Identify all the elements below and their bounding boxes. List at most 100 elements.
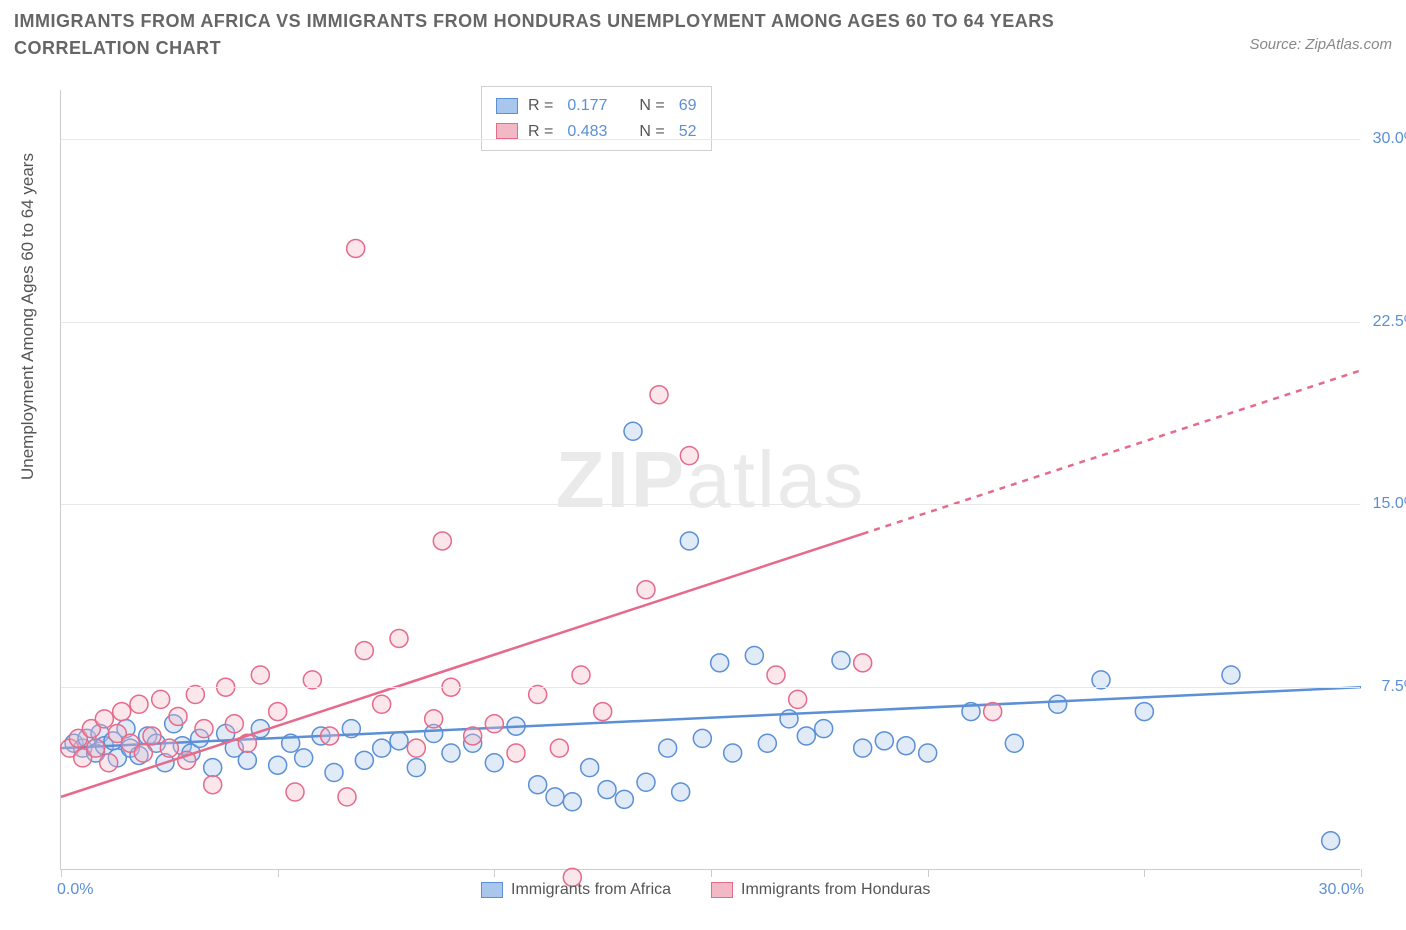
data-point — [355, 751, 373, 769]
data-point — [269, 756, 287, 774]
data-point — [407, 739, 425, 757]
data-point — [854, 654, 872, 672]
data-point — [134, 744, 152, 762]
data-point — [745, 647, 763, 665]
swatch-africa-icon — [481, 882, 503, 898]
data-point — [1005, 734, 1023, 752]
gridline — [61, 504, 1360, 505]
data-point — [1092, 671, 1110, 689]
data-point — [832, 651, 850, 669]
x-tick — [1361, 869, 1362, 877]
data-point — [95, 710, 113, 728]
data-point — [1135, 703, 1153, 721]
data-point — [143, 727, 161, 745]
y-tick-label: 15.0% — [1373, 495, 1406, 513]
data-point — [442, 744, 460, 762]
data-point — [152, 690, 170, 708]
data-point — [650, 386, 668, 404]
data-point — [464, 727, 482, 745]
swatch-honduras-icon — [711, 882, 733, 898]
data-point — [637, 581, 655, 599]
data-point — [1322, 832, 1340, 850]
data-point — [160, 739, 178, 757]
data-point — [485, 754, 503, 772]
data-point — [797, 727, 815, 745]
data-point — [680, 532, 698, 550]
data-point — [875, 732, 893, 750]
data-point — [815, 720, 833, 738]
data-point — [693, 729, 711, 747]
data-point — [303, 671, 321, 689]
data-point — [355, 642, 373, 660]
x-tick — [494, 869, 495, 877]
data-point — [724, 744, 742, 762]
data-point — [789, 690, 807, 708]
data-point — [373, 695, 391, 713]
data-point — [113, 703, 131, 721]
data-point — [321, 727, 339, 745]
data-point — [390, 732, 408, 750]
data-point — [680, 447, 698, 465]
data-point — [572, 666, 590, 684]
data-point — [507, 744, 525, 762]
data-point — [897, 737, 915, 755]
y-tick-label: 7.5% — [1382, 678, 1406, 696]
data-point — [919, 744, 937, 762]
data-point — [485, 715, 503, 733]
data-point — [87, 739, 105, 757]
y-axis-label: Unemployment Among Ages 60 to 64 years — [18, 153, 38, 480]
data-point — [659, 739, 677, 757]
data-point — [433, 532, 451, 550]
data-point — [711, 654, 729, 672]
data-point — [204, 776, 222, 794]
legend-series: Immigrants from Africa Immigrants from H… — [481, 881, 930, 899]
x-tick — [928, 869, 929, 877]
gridline — [61, 322, 1360, 323]
data-point — [672, 783, 690, 801]
data-point — [425, 710, 443, 728]
scatter-svg — [61, 90, 1361, 870]
x-tick — [711, 869, 712, 877]
y-tick-label: 30.0% — [1373, 130, 1406, 148]
x-tick — [1144, 869, 1145, 877]
gridline — [61, 139, 1360, 140]
data-point — [984, 703, 1002, 721]
gridline — [61, 687, 1360, 688]
data-point — [758, 734, 776, 752]
x-tick — [278, 869, 279, 877]
data-point — [195, 720, 213, 738]
trend-line-extrapolated — [863, 370, 1361, 534]
data-point — [407, 759, 425, 777]
data-point — [581, 759, 599, 777]
y-tick-label: 22.5% — [1373, 313, 1406, 331]
data-point — [1222, 666, 1240, 684]
data-point — [529, 776, 547, 794]
data-point — [286, 783, 304, 801]
legend-item-africa: Immigrants from Africa — [481, 881, 671, 899]
plot-area: ZIPatlas R = 0.177 N = 69 R = 0.483 N = … — [60, 90, 1360, 870]
x-tick — [61, 869, 62, 877]
data-point — [615, 790, 633, 808]
legend-item-honduras: Immigrants from Honduras — [711, 881, 930, 899]
data-point — [269, 703, 287, 721]
data-point — [529, 686, 547, 704]
data-point — [325, 764, 343, 782]
chart-title: IMMIGRANTS FROM AFRICA VS IMMIGRANTS FRO… — [14, 8, 1114, 62]
data-point — [251, 666, 269, 684]
data-point — [100, 754, 118, 772]
data-point — [546, 788, 564, 806]
data-point — [1049, 695, 1067, 713]
data-point — [338, 788, 356, 806]
trend-line — [61, 534, 863, 797]
source-label: Source: ZipAtlas.com — [1249, 36, 1392, 53]
x-tick-max: 30.0% — [1319, 881, 1364, 899]
data-point — [347, 239, 365, 257]
data-point — [186, 686, 204, 704]
data-point — [130, 695, 148, 713]
data-point — [767, 666, 785, 684]
data-point — [169, 707, 187, 725]
data-point — [624, 422, 642, 440]
data-point — [295, 749, 313, 767]
data-point — [204, 759, 222, 777]
data-point — [390, 629, 408, 647]
